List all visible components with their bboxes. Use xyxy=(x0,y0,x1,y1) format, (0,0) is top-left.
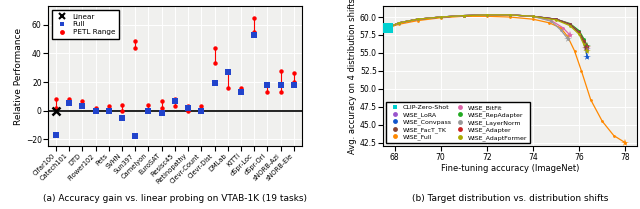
Y-axis label: Avg. accuracy on 4 distribution shifts: Avg. accuracy on 4 distribution shifts xyxy=(348,0,357,154)
Text: (a) Accuracy gain vs. linear probing on VTAB-1K (19 tasks): (a) Accuracy gain vs. linear probing on … xyxy=(43,194,307,203)
X-axis label: Fine-tuning accuracy (ImageNet): Fine-tuning accuracy (ImageNet) xyxy=(441,164,579,173)
Text: (b) Target distribution vs. distribution shifts: (b) Target distribution vs. distribution… xyxy=(412,194,608,203)
Y-axis label: Relative Performance: Relative Performance xyxy=(14,28,23,125)
Legend: CLIP-Zero-Shot, WiSE_LoRA, WiSE_Convpass, WiSE_FacT_TK, WiSE_Full, WiSE_BitFit, : CLIP-Zero-Shot, WiSE_LoRA, WiSE_Convpass… xyxy=(386,102,530,143)
Legend: Linear, Full, PETL Range: Linear, Full, PETL Range xyxy=(52,10,118,39)
